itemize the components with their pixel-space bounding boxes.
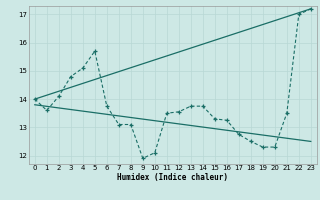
X-axis label: Humidex (Indice chaleur): Humidex (Indice chaleur): [117, 173, 228, 182]
